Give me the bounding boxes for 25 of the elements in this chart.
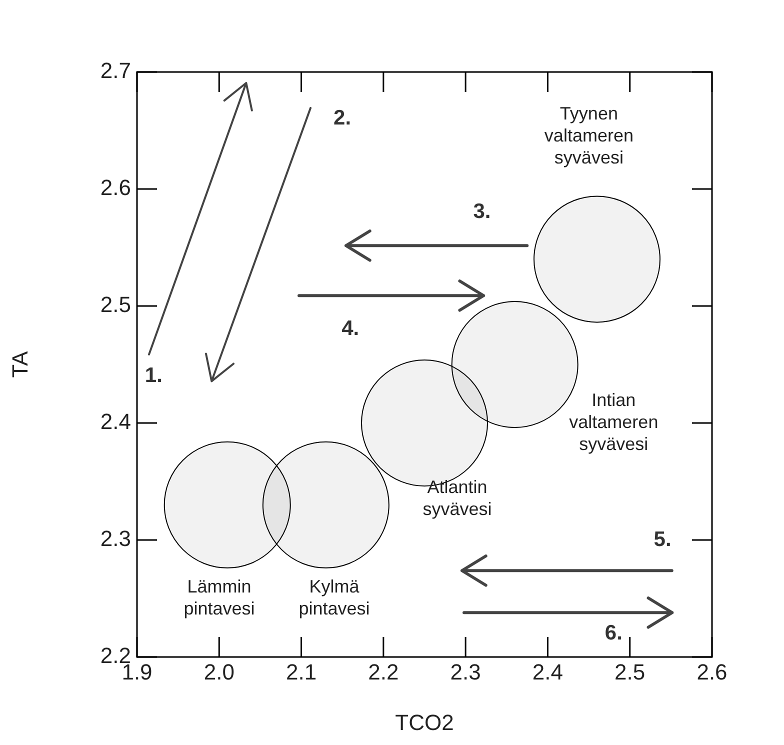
annotation: Tyynen valtameren syvävesi [544, 103, 634, 168]
annotation: 2. [334, 106, 352, 130]
y-tick-label: 2.6 [100, 175, 131, 200]
x-tick-label: 2.2 [368, 659, 399, 684]
annotation: 6. [604, 621, 622, 644]
y-axis-title: TA [7, 350, 32, 378]
annotation: 3. [473, 200, 491, 224]
x-tick-label: 2.6 [696, 659, 728, 684]
y-tick-label: 2.4 [100, 409, 131, 434]
annotation: 5. [654, 528, 672, 551]
y-tick-label: 2.5 [100, 292, 131, 318]
x-tick-label: 2.4 [532, 659, 564, 684]
annotation: Kylmä pintavesi [298, 576, 370, 618]
x-tick-label: 2.3 [450, 659, 481, 684]
annotation: 1. [144, 364, 162, 387]
x-tick-label: 2.1 [286, 659, 317, 684]
annotation: 4. [342, 317, 360, 340]
y-tick-label: 2.7 [100, 58, 131, 84]
x-axis-title: TCO2 [395, 710, 454, 735]
x-tick-label: 2.5 [614, 659, 646, 684]
x-tick-label: 2.0 [204, 659, 234, 684]
annotation: Atlantin syvävesi [422, 477, 492, 520]
annotation: Intian valtameren syvävesi [569, 390, 658, 454]
annotation: Lämmin pintavesi [184, 576, 255, 618]
y-tick-label: 2.3 [100, 526, 131, 552]
